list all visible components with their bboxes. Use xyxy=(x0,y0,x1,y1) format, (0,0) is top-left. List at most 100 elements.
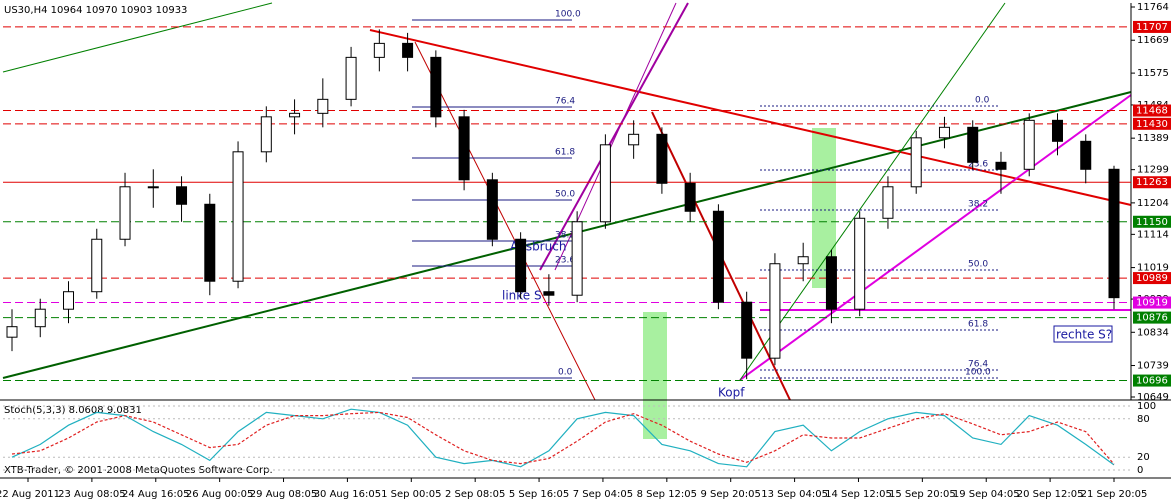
level-label-box xyxy=(1133,311,1171,324)
fib-label: 76.4 xyxy=(555,97,575,107)
level-label: 11150 xyxy=(1136,217,1168,228)
trend-line xyxy=(2,91,1132,379)
candle-body xyxy=(571,221,583,296)
y-tick-label: 11669 xyxy=(1137,35,1169,46)
level-label-box xyxy=(1133,20,1171,33)
level-label: 11263 xyxy=(1136,177,1168,188)
level-label: 11430 xyxy=(1136,119,1168,130)
fib-label: 0.0 xyxy=(558,368,573,378)
candle-body xyxy=(656,133,668,184)
candle-body xyxy=(458,116,470,181)
candle-body xyxy=(769,263,781,359)
candle-body xyxy=(402,42,414,58)
x-tick-label: 24 Aug 16:05 xyxy=(122,489,189,500)
trend-line xyxy=(414,41,596,401)
candle-body xyxy=(430,56,442,118)
x-tick-label: 23 Aug 08:05 xyxy=(58,489,125,500)
x-tick-label: 20 Sep 12:05 xyxy=(1017,489,1084,500)
annotation: linke S xyxy=(502,289,542,303)
fib-label: 50.0 xyxy=(555,190,575,200)
y-tick-label: 10834 xyxy=(1137,327,1169,338)
candle-body xyxy=(741,301,753,359)
level-label: 11707 xyxy=(1136,22,1168,33)
candle-body xyxy=(232,151,244,282)
x-tick-label: 8 Sep 12:05 xyxy=(637,489,697,500)
level-label-box xyxy=(1133,296,1171,309)
y-tick-label: 10649 xyxy=(1137,392,1169,403)
candle-body xyxy=(176,186,188,205)
candle-body xyxy=(938,126,950,139)
candle-body xyxy=(119,186,131,240)
y-tick-label: 11575 xyxy=(1137,68,1169,79)
annotation-box xyxy=(1053,325,1113,343)
y-tick-label: 10739 xyxy=(1137,361,1169,372)
level-label: 10876 xyxy=(1136,313,1168,324)
level-label-box xyxy=(1133,374,1171,387)
fib-label: 23.6 xyxy=(968,160,988,170)
candle-body xyxy=(147,186,159,189)
candle-body xyxy=(1108,168,1120,299)
candle-body xyxy=(6,326,18,338)
y-tick-label: 11299 xyxy=(1137,165,1169,176)
fib-label: 23.6 xyxy=(555,256,575,266)
level-label-box xyxy=(1133,104,1171,117)
candle-body xyxy=(486,179,498,240)
y-tick-label: 11389 xyxy=(1137,133,1169,144)
candle-body xyxy=(910,137,922,188)
y-tick-label: 20 xyxy=(1137,452,1150,463)
candle-body xyxy=(1023,119,1035,170)
fib-label: 61.8 xyxy=(555,148,575,158)
x-tick-label: 14 Sep 12:05 xyxy=(825,489,892,500)
y-tick-label: 11019 xyxy=(1137,263,1169,274)
y-tick-label: 11204 xyxy=(1137,198,1169,209)
candle-body xyxy=(34,308,46,328)
x-tick-label: 21 Sep 20:05 xyxy=(1081,489,1148,500)
candle-body xyxy=(515,238,527,293)
level-label-box xyxy=(1133,272,1171,285)
level-label: 10989 xyxy=(1136,273,1168,284)
trend-line xyxy=(2,2,273,73)
y-tick-label: 11114 xyxy=(1137,229,1169,240)
fib-label: 100.0 xyxy=(965,368,991,378)
x-tick-label: 15 Sep 20:05 xyxy=(889,489,956,500)
level-label-box xyxy=(1133,176,1171,189)
x-tick-label: 9 Sep 20:05 xyxy=(701,489,761,500)
candle-body xyxy=(797,256,809,265)
candle-body xyxy=(345,56,357,100)
trend-line xyxy=(369,29,1132,206)
trend-line xyxy=(539,2,689,271)
candle-body xyxy=(628,133,640,146)
x-tick-label: 13 Sep 04:05 xyxy=(761,489,828,500)
level-label: 10696 xyxy=(1136,376,1168,387)
trend-line xyxy=(739,94,1132,381)
fib-label: 50.0 xyxy=(968,260,988,270)
x-tick-label: 2 Sep 08:05 xyxy=(445,489,505,500)
fib-label: 38.2 xyxy=(555,231,575,241)
candle-body xyxy=(289,112,301,118)
x-tick-label: 5 Sep 16:05 xyxy=(509,489,569,500)
fib-label: 38.2 xyxy=(968,200,988,210)
x-tick-label: 19 Sep 04:05 xyxy=(953,489,1020,500)
x-tick-label: 30 Aug 16:05 xyxy=(314,489,381,500)
candle-body xyxy=(712,210,724,303)
fib-label: 61.8 xyxy=(968,320,988,330)
candle-body xyxy=(63,291,75,310)
candle-body xyxy=(204,203,216,282)
candle-body xyxy=(91,238,103,293)
annotation: Kopf xyxy=(718,386,745,400)
candle-body xyxy=(599,144,611,223)
candle-body xyxy=(684,182,696,212)
fib-label: 100.0 xyxy=(555,10,581,20)
level-label: 10919 xyxy=(1136,298,1168,309)
candle-body xyxy=(1080,140,1092,170)
x-tick-label: 1 Sep 00:05 xyxy=(381,489,441,500)
fib-label: 76.4 xyxy=(968,360,988,370)
candle-body xyxy=(825,256,837,310)
candle-body xyxy=(995,161,1007,170)
candle-body xyxy=(543,291,555,296)
candle-body xyxy=(373,42,385,58)
y-tick-label: 11764 xyxy=(1137,2,1169,13)
stoch-signal xyxy=(11,411,1115,465)
